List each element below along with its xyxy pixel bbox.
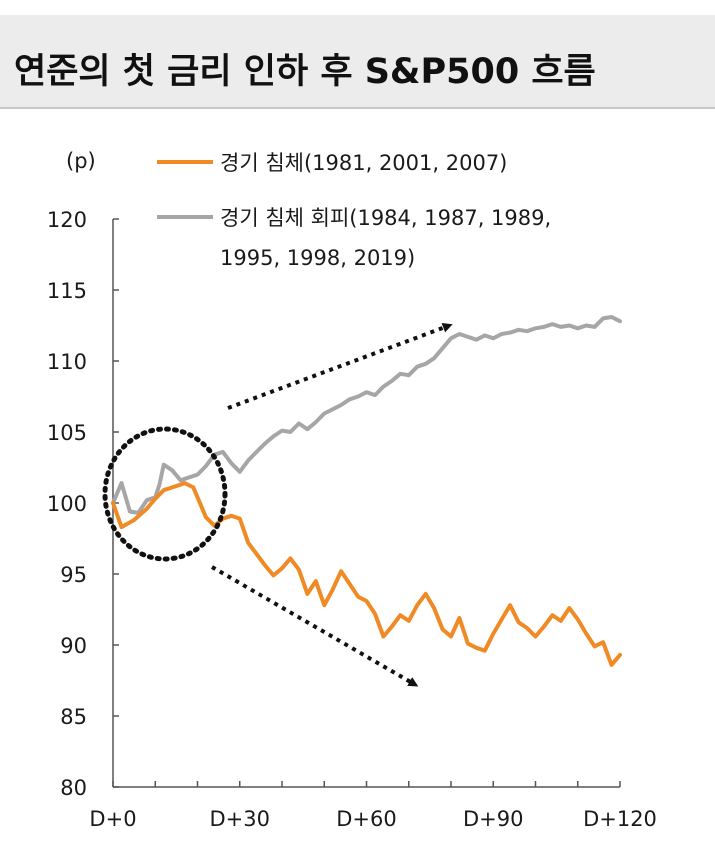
y-tick-label: 110 [47, 350, 87, 374]
page-title: 연준의 첫 금리 인하 후 S&P500 흐름 [14, 52, 596, 92]
y-tick-label: 100 [47, 492, 87, 516]
x-tick-label: D+0 [89, 807, 136, 831]
series-layer [111, 315, 622, 667]
x-tick-label: D+60 [336, 807, 397, 831]
series-line-recession [111, 481, 622, 667]
legend: 경기 침체(1981, 2001, 2007) 경기 침체 회피(1984, 1… [157, 151, 551, 270]
axes: 80 85 90 95 100 105 110 115 120 D+0 D+30 D+60 D+90 D+… [47, 208, 657, 831]
legend-label-no-recession-line1: 경기 침체 회피(1984, 1987, 1989, [220, 206, 551, 230]
legend-label-recession: 경기 침체(1981, 2001, 2007) [220, 151, 507, 175]
y-tick-label: 105 [47, 421, 87, 445]
title-bar: 연준의 첫 금리 인하 후 S&P500 흐름 [0, 15, 715, 109]
x-tick-label: D+90 [463, 807, 524, 831]
y-tick-label: 95 [60, 563, 87, 587]
y-unit-label: (p) [66, 149, 96, 173]
up-trend-arrow [227, 323, 453, 410]
x-tick-label: D+120 [583, 807, 657, 831]
y-tick-label: 90 [60, 634, 87, 658]
highlight-circle [102, 426, 228, 562]
y-tick-label: 85 [60, 705, 87, 729]
y-tick-label: 120 [47, 208, 87, 232]
series-line-no-recession [111, 315, 622, 515]
y-tick-label: 115 [47, 279, 87, 303]
down-trend-arrow [210, 565, 419, 687]
y-tick-label: 80 [60, 776, 87, 800]
legend-label-no-recession-line2: 1995, 1998, 2019) [220, 246, 415, 270]
x-tick-label: D+30 [210, 807, 271, 831]
